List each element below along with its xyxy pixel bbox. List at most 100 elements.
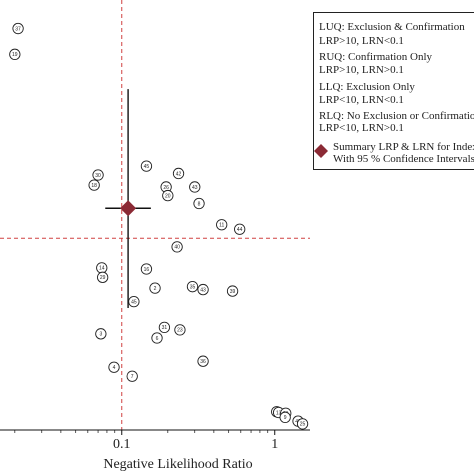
study-point-label: 30 [95, 173, 101, 179]
legend-entry-text: LRP<10, LRN<0.1 [319, 94, 404, 106]
study-point-label: 43 [200, 287, 206, 293]
study-point-marker [108, 361, 120, 373]
study-point: 42 [172, 167, 185, 180]
reference-lines [0, 0, 310, 430]
study-point-label: 43 [192, 185, 198, 191]
legend-summary-diamond [314, 144, 328, 158]
study-point-label: 6 [156, 336, 159, 342]
study-point-label: 40 [174, 245, 180, 251]
study-point-marker [88, 179, 100, 191]
study-point-label: 13 [276, 410, 282, 416]
summary-diamond [120, 200, 137, 217]
study-point: 16 [140, 263, 153, 275]
study-point: 45 [140, 160, 153, 172]
study-point-marker [226, 285, 239, 297]
study-point: 4 [108, 361, 120, 373]
study-point-marker [96, 271, 109, 283]
study-point-marker [197, 283, 209, 296]
study-point: 11 [216, 219, 228, 231]
study-point-marker [128, 295, 140, 308]
study-point-label: 44 [237, 227, 243, 233]
study-point-label: 20 [165, 193, 171, 199]
study-point: 2 [149, 282, 161, 294]
study-point-marker [186, 281, 199, 293]
study-point-label: 25 [300, 422, 306, 428]
x-axis: 0.1 1 [0, 429, 310, 452]
study-point-marker [9, 48, 21, 60]
study-point-label: 36 [200, 359, 206, 365]
x-tick-label: 1 [271, 437, 278, 452]
study-point-marker [12, 22, 24, 35]
study-point: 31 [158, 321, 171, 334]
study-point-label: 2 [154, 286, 157, 292]
study-point: 20 [162, 189, 174, 202]
legend-entry-text: RLQ: No Exclusion or Confirmation [319, 110, 474, 122]
study-point-label: 16 [144, 267, 150, 273]
study-point: 19 [9, 48, 21, 60]
legend-entry-text: LRP>10, LRN>0.1 [319, 64, 404, 76]
study-point-label: 39 [230, 289, 236, 295]
study-point-label: 35 [190, 284, 196, 290]
study-point-marker [151, 332, 163, 344]
study-point-marker [296, 418, 309, 430]
study-point-label: 8 [198, 201, 201, 207]
study-point: 40 [171, 241, 183, 253]
study-point: 37 [12, 22, 24, 35]
study-point: 25 [296, 418, 309, 430]
study-point-label: 45 [144, 164, 150, 170]
study-point: 14 [96, 262, 108, 274]
study-point: 9 [279, 411, 291, 423]
study-point-label: 14 [99, 266, 105, 272]
legend-entry-text: LLQ: Exclusion Only [319, 81, 415, 93]
study-point-marker [234, 223, 246, 235]
study-point-marker [197, 355, 209, 367]
study-point-label: 42 [176, 171, 182, 177]
study-point: 30 [92, 169, 104, 181]
study-point: 3 [95, 328, 107, 340]
study-point: 18 [88, 179, 100, 191]
legend-box [313, 12, 474, 170]
study-point-marker [140, 160, 153, 172]
study-point-marker [189, 181, 201, 193]
study-point-label: 31 [162, 325, 168, 331]
study-point-marker [126, 370, 138, 382]
study-point: 29 [96, 271, 109, 283]
study-point-label: 23 [177, 328, 183, 334]
study-point-marker [279, 411, 291, 423]
study-point-label: 26 [163, 185, 169, 191]
study-point-marker [162, 189, 174, 202]
study-point-marker [149, 282, 161, 294]
study-point-label: 37 [15, 26, 21, 32]
summary-estimate [105, 89, 151, 308]
legend-entry-text: LUQ: Exclusion & Confirmation [319, 21, 465, 33]
study-point: 43 [189, 181, 201, 193]
study-point-label: 3 [99, 332, 102, 338]
study-point-marker [193, 197, 205, 210]
legend-summary-text: With 95 % Confidence Intervals [333, 153, 474, 165]
study-point: 39 [226, 285, 239, 297]
study-point-marker [174, 324, 186, 336]
study-point-label: 4 [113, 365, 116, 371]
study-point-marker [140, 263, 153, 275]
study-point-label: 18 [91, 183, 97, 189]
study-point: 45 [128, 295, 140, 308]
legend-entry-text: LRP<10, LRN>0.1 [319, 122, 404, 134]
legend-summary-text: Summary LRP & LRN for Index Test [333, 141, 474, 153]
legend: LUQ: Exclusion & Confirmation LRP>10, LRN… [313, 12, 474, 170]
study-point-marker [158, 321, 171, 334]
study-point: 6 [151, 332, 163, 344]
study-point-marker [171, 241, 183, 253]
study-point-label: 19 [12, 52, 18, 58]
study-point-label: 9 [284, 415, 287, 421]
study-point-label: 11 [219, 223, 224, 229]
x-axis-title: Negative Likelihood Ratio [103, 457, 252, 472]
x-tick-label: 0.1 [113, 437, 131, 452]
study-point: 35 [186, 281, 199, 293]
study-point: 8 [193, 197, 205, 210]
study-point: 23 [174, 324, 186, 336]
study-point-label: 7 [131, 374, 134, 380]
legend-entry-text: RUQ: Confirmation Only [319, 51, 433, 63]
study-point: 36 [197, 355, 209, 367]
